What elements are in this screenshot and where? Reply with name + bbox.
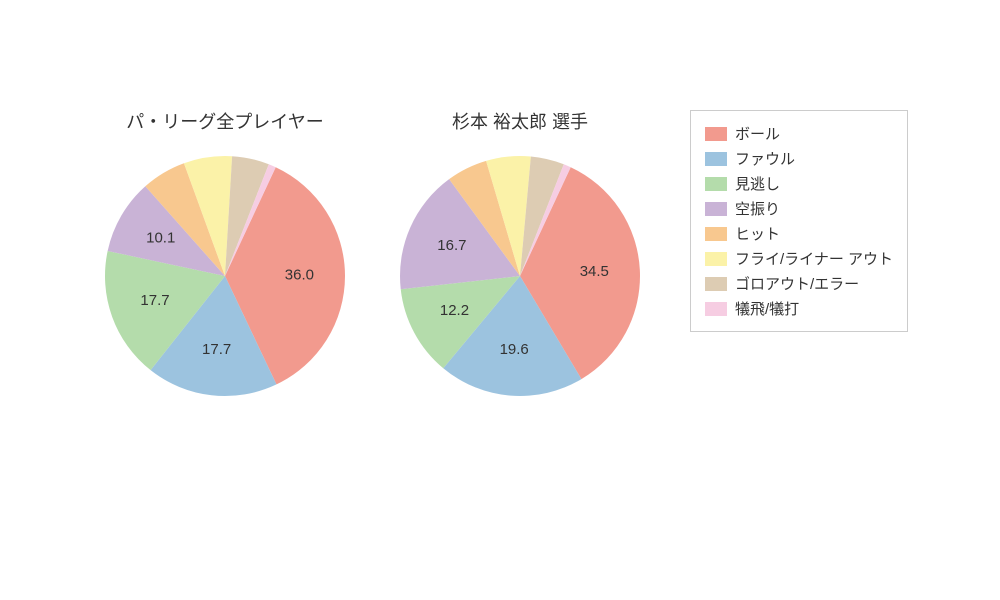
- player-pie-label-swing: 16.7: [437, 237, 466, 254]
- league-pie-wrap: パ・リーグ全プレイヤー 36.0 17.7 17.7 10.1: [103, 108, 347, 398]
- league-pie-label-ball: 36.0: [285, 267, 314, 284]
- legend-swatch-fly: [705, 252, 727, 266]
- legend-label-look: 見逃し: [735, 173, 780, 194]
- legend-item-ground: ゴロアウト/エラー: [705, 271, 893, 296]
- league-pie-label-look: 17.7: [140, 292, 169, 309]
- player-pie-label-ball: 34.5: [580, 263, 609, 280]
- chart-container: { "background_color": "#ffffff", "text_c…: [0, 0, 1000, 600]
- legend-item-fly: フライ/ライナー アウト: [705, 246, 893, 271]
- legend-swatch-look: [705, 177, 727, 191]
- legend-item-foul: ファウル: [705, 146, 893, 171]
- legend-swatch-ball: [705, 127, 727, 141]
- legend-swatch-sac: [705, 302, 727, 316]
- player-pie-label-look: 12.2: [440, 302, 469, 319]
- legend-label-swing: 空振り: [735, 198, 780, 219]
- legend-swatch-foul: [705, 152, 727, 166]
- player-pie-label-foul: 19.6: [500, 341, 529, 358]
- legend-item-swing: 空振り: [705, 196, 893, 221]
- legend-label-fly: フライ/ライナー アウト: [735, 248, 893, 269]
- legend-item-look: 見逃し: [705, 171, 893, 196]
- league-pie-title: パ・リーグ全プレイヤー: [103, 108, 347, 134]
- legend-label-hit: ヒット: [735, 223, 780, 244]
- league-pie-label-foul: 17.7: [202, 341, 231, 358]
- player-pie-title: 杉本 裕太郎 選手: [398, 108, 642, 134]
- legend-swatch-hit: [705, 227, 727, 241]
- legend-label-ground: ゴロアウト/エラー: [735, 273, 859, 294]
- legend-swatch-swing: [705, 202, 727, 216]
- player-pie-wrap: 杉本 裕太郎 選手 34.5 19.6 12.2 16.7: [398, 108, 642, 398]
- legend-label-foul: ファウル: [735, 148, 795, 169]
- legend-swatch-ground: [705, 277, 727, 291]
- legend-item-ball: ボール: [705, 121, 893, 146]
- legend-item-hit: ヒット: [705, 221, 893, 246]
- legend-item-sac: 犠飛/犠打: [705, 296, 893, 321]
- league-pie-label-swing: 10.1: [146, 230, 175, 247]
- legend-label-sac: 犠飛/犠打: [735, 298, 799, 319]
- legend: ボールファウル見逃し空振りヒットフライ/ライナー アウトゴロアウト/エラー犠飛/…: [690, 110, 908, 332]
- player-pie: 34.5 19.6 12.2 16.7: [398, 154, 642, 398]
- league-pie: 36.0 17.7 17.7 10.1: [103, 154, 347, 398]
- legend-label-ball: ボール: [735, 123, 780, 144]
